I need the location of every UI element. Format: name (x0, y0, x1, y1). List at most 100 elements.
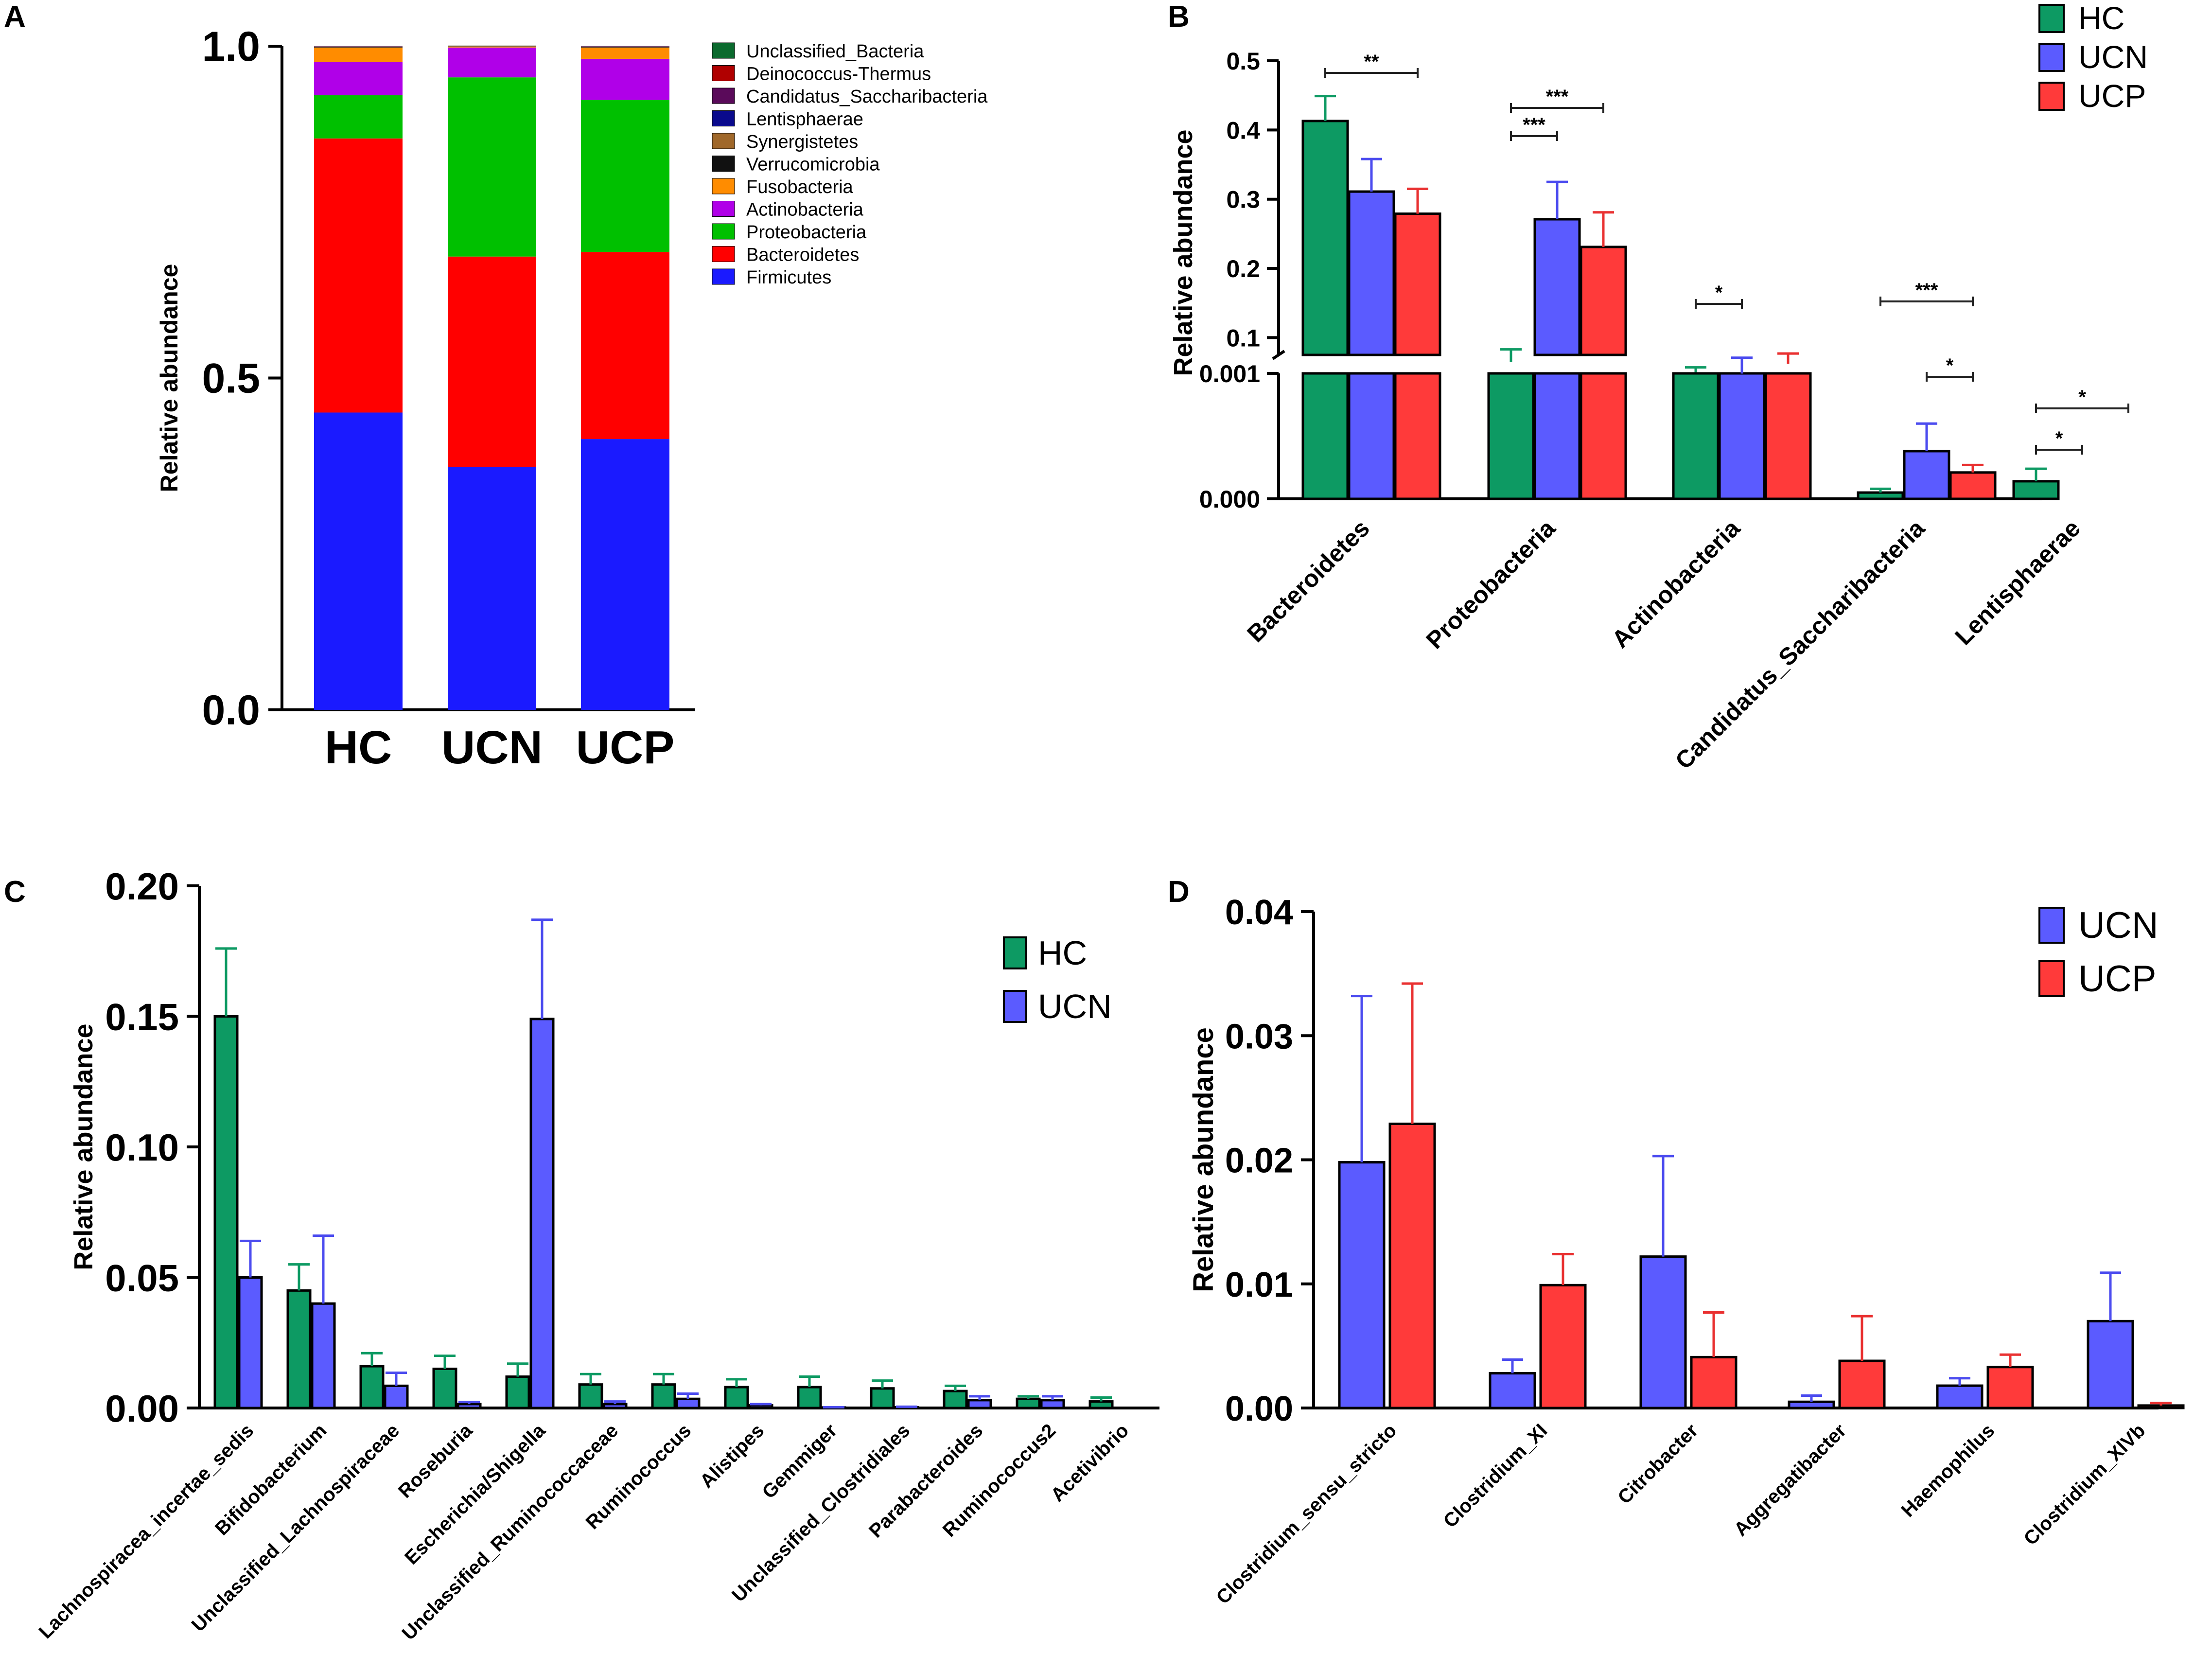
panel-d-y-tick-label: 0.04 (1225, 893, 1293, 932)
panel-b-bar-ucp-lower (1394, 372, 1441, 500)
panel-b-bar-ucn-lower (1348, 372, 1395, 500)
panel-b-legend-label-hc: HC (2078, 0, 2124, 36)
panel-d-x-tick-label: Haemophilus (1897, 1420, 1999, 1521)
panel-c-y-tick-label: 0.20 (105, 865, 179, 908)
panel-a-bar-segment-bacteroidetes (314, 138, 403, 413)
panel-d-bar-ucp (2137, 1404, 2185, 1409)
panel-a-bar-segment-actinobacteria (581, 58, 669, 100)
panel-d-y-tick-label: 0.00 (1225, 1390, 1293, 1428)
panel-c-bar-hc (359, 1365, 385, 1409)
panel-c-bar-hc (870, 1387, 895, 1409)
panel-b-bar-ucn-lower (1533, 372, 1581, 500)
panel-b-x-tick-label: Proteobacteria (1421, 514, 1561, 654)
panel-d-x-tick-label: Aggregatibacter (1730, 1420, 1850, 1540)
panel-letter-b: B (1168, 0, 1190, 34)
panel-b-significance-label: *** (1546, 86, 1569, 107)
panel-d-bar-ucn (1639, 1255, 1687, 1409)
panel-a-stacked-bar-chart: 0.0 0.5 1.0 Relative abundance HC UCN UCP Uncla… (156, 23, 988, 774)
panel-b-significance-label: * (1946, 355, 1954, 376)
panel-a-legend-label-candidatus-saccharibacteria: Candidatus_Saccharibacteria (746, 87, 988, 107)
panel-b-legend-label-ucp: UCP (2078, 78, 2146, 114)
panel-c-bar-hc (651, 1383, 676, 1409)
panel-a-legend-swatch-bacteroidetes (712, 246, 735, 262)
panel-c-y-tick-label: 0.15 (105, 996, 179, 1038)
panel-b-bar-ucp (1949, 471, 1997, 500)
panel-a-bar-segment-fusobacteria (581, 47, 669, 59)
panel-b-x-tick-label: Actinobacteria (1607, 514, 1746, 653)
panel-b-bar-ucn (1533, 218, 1581, 356)
panel-d-bar-ucn (1489, 1372, 1536, 1409)
panel-c-y-tick-label: 0.10 (105, 1126, 179, 1169)
panel-d-bar-ucp (1388, 1122, 1436, 1409)
panel-d-bar-ucp (1986, 1366, 2034, 1409)
panel-letter-d: D (1168, 875, 1190, 909)
panel-b-y-axis-label: Relative abundance (1169, 129, 1198, 376)
panel-c-bar-ucn (238, 1276, 263, 1409)
panel-d-x-tick-label: Clostridium_sensu_stricto (1212, 1420, 1401, 1608)
panel-a-bar-segment-proteobacteria (314, 95, 403, 139)
panel-b-significance-label: * (1715, 282, 1723, 303)
panel-b-y-tick-label: 0.3 (1226, 186, 1260, 213)
panel-c-bar-ucn (748, 1404, 773, 1409)
panel-a-legend-label-verrucomicrobia: Verrucomicrobia (746, 155, 880, 175)
panel-c-bar-hc (432, 1367, 457, 1409)
panel-a-legend-label-unclassified-bacteria: Unclassified_Bacteria (746, 41, 924, 62)
panel-a-y-tick-label: 0.5 (202, 355, 260, 402)
panel-c-legend-swatch-hc (1003, 936, 1027, 969)
panel-c-bar-ucn (1040, 1399, 1065, 1409)
panel-a-legend-label-synergistetes: Synergistetes (746, 132, 858, 152)
panel-d-bar-ucp (1838, 1359, 1886, 1409)
panel-a-legend-swatch-synergistetes (712, 133, 735, 149)
panel-a-legend-label-firmicutes: Firmicutes (746, 267, 831, 288)
panel-c-x-tick-label: Acetivibrio (1047, 1420, 1133, 1506)
panel-c-bar-hc (213, 1015, 239, 1409)
panel-a-legend-swatch-firmicutes (712, 268, 735, 285)
panel-c-y-tick-label: 0.00 (105, 1387, 179, 1430)
panel-b-bar-ucn (1348, 190, 1395, 356)
panel-a-bar-segment-firmicutes (314, 412, 403, 710)
panel-b-significance-label: ** (1364, 51, 1379, 72)
panel-a-bar-segment-synergistetes (448, 46, 536, 47)
panel-b-bar-ucp (1580, 246, 1627, 356)
panel-a-x-tick-label: UCP (576, 722, 675, 774)
panel-b-significance-label: * (2055, 428, 2063, 449)
panel-b-y-tick-label: 0.4 (1226, 117, 1260, 144)
panel-letter-a: A (4, 0, 26, 34)
panel-b-bar-hc (1301, 120, 1349, 356)
panel-b-y-tick-label: 0.000 (1199, 486, 1260, 513)
panel-c-x-tick-label: Escherichia/Shigella (401, 1420, 550, 1569)
panel-a-legend-label-fusobacteria: Fusobacteria (746, 177, 854, 197)
panel-c-bar-hc (1088, 1400, 1114, 1409)
panel-b-legend-swatch-ucp (2038, 82, 2065, 111)
panel-a-bar-segment-firmicutes (581, 439, 669, 710)
panel-c-legend-label-ucn: UCN (1038, 987, 1112, 1025)
panel-c-y-tick-label: 0.05 (105, 1257, 179, 1300)
panel-c-legend-label-hc: HC (1038, 934, 1087, 972)
panel-b-legend-label-ucn: UCN (2078, 39, 2148, 75)
panel-d-bar-ucp (1690, 1355, 1738, 1409)
panel-d-bar-ucn (1338, 1161, 1386, 1409)
panel-b-y-tick-label: 0.5 (1226, 48, 1260, 75)
panel-c-bar-ucn (456, 1403, 482, 1409)
panel-a-bar-segment-bacteroidetes (581, 252, 669, 440)
panel-b-bar-hc-lower (1301, 372, 1349, 500)
panel-a-y-tick-label: 0.0 (202, 687, 260, 734)
panel-c-bar-ucn (675, 1397, 701, 1409)
panel-a-bar-segment-actinobacteria (314, 62, 403, 96)
panel-a-y-tick-label: 1.0 (202, 23, 260, 70)
panel-d-x-tick-label: Clostridium_XI (1440, 1420, 1552, 1532)
panel-b-y-tick-label: 0.001 (1199, 360, 1260, 387)
panel-b-axis-break-mark (1272, 350, 1285, 360)
panel-b-bar-ucn (1903, 450, 1950, 500)
panel-b-legend-swatch-hc (2038, 4, 2065, 33)
panel-a-legend-label-bacteroidetes: Bacteroidetes (746, 245, 859, 265)
panel-b-x-tick-label: Bacteroidetes (1242, 514, 1374, 647)
panel-a-legend-swatch-lentisphaerae (712, 110, 735, 126)
panel-b-significance-label: *** (1915, 280, 1938, 301)
panel-d-legend-label-ucp: UCP (2078, 958, 2156, 1000)
panel-d-x-tick-label: Citrobacter (1614, 1420, 1702, 1508)
panel-b-bar-hc-lower (1487, 372, 1535, 500)
panel-c-x-tick-label: Alistipes (696, 1420, 768, 1492)
